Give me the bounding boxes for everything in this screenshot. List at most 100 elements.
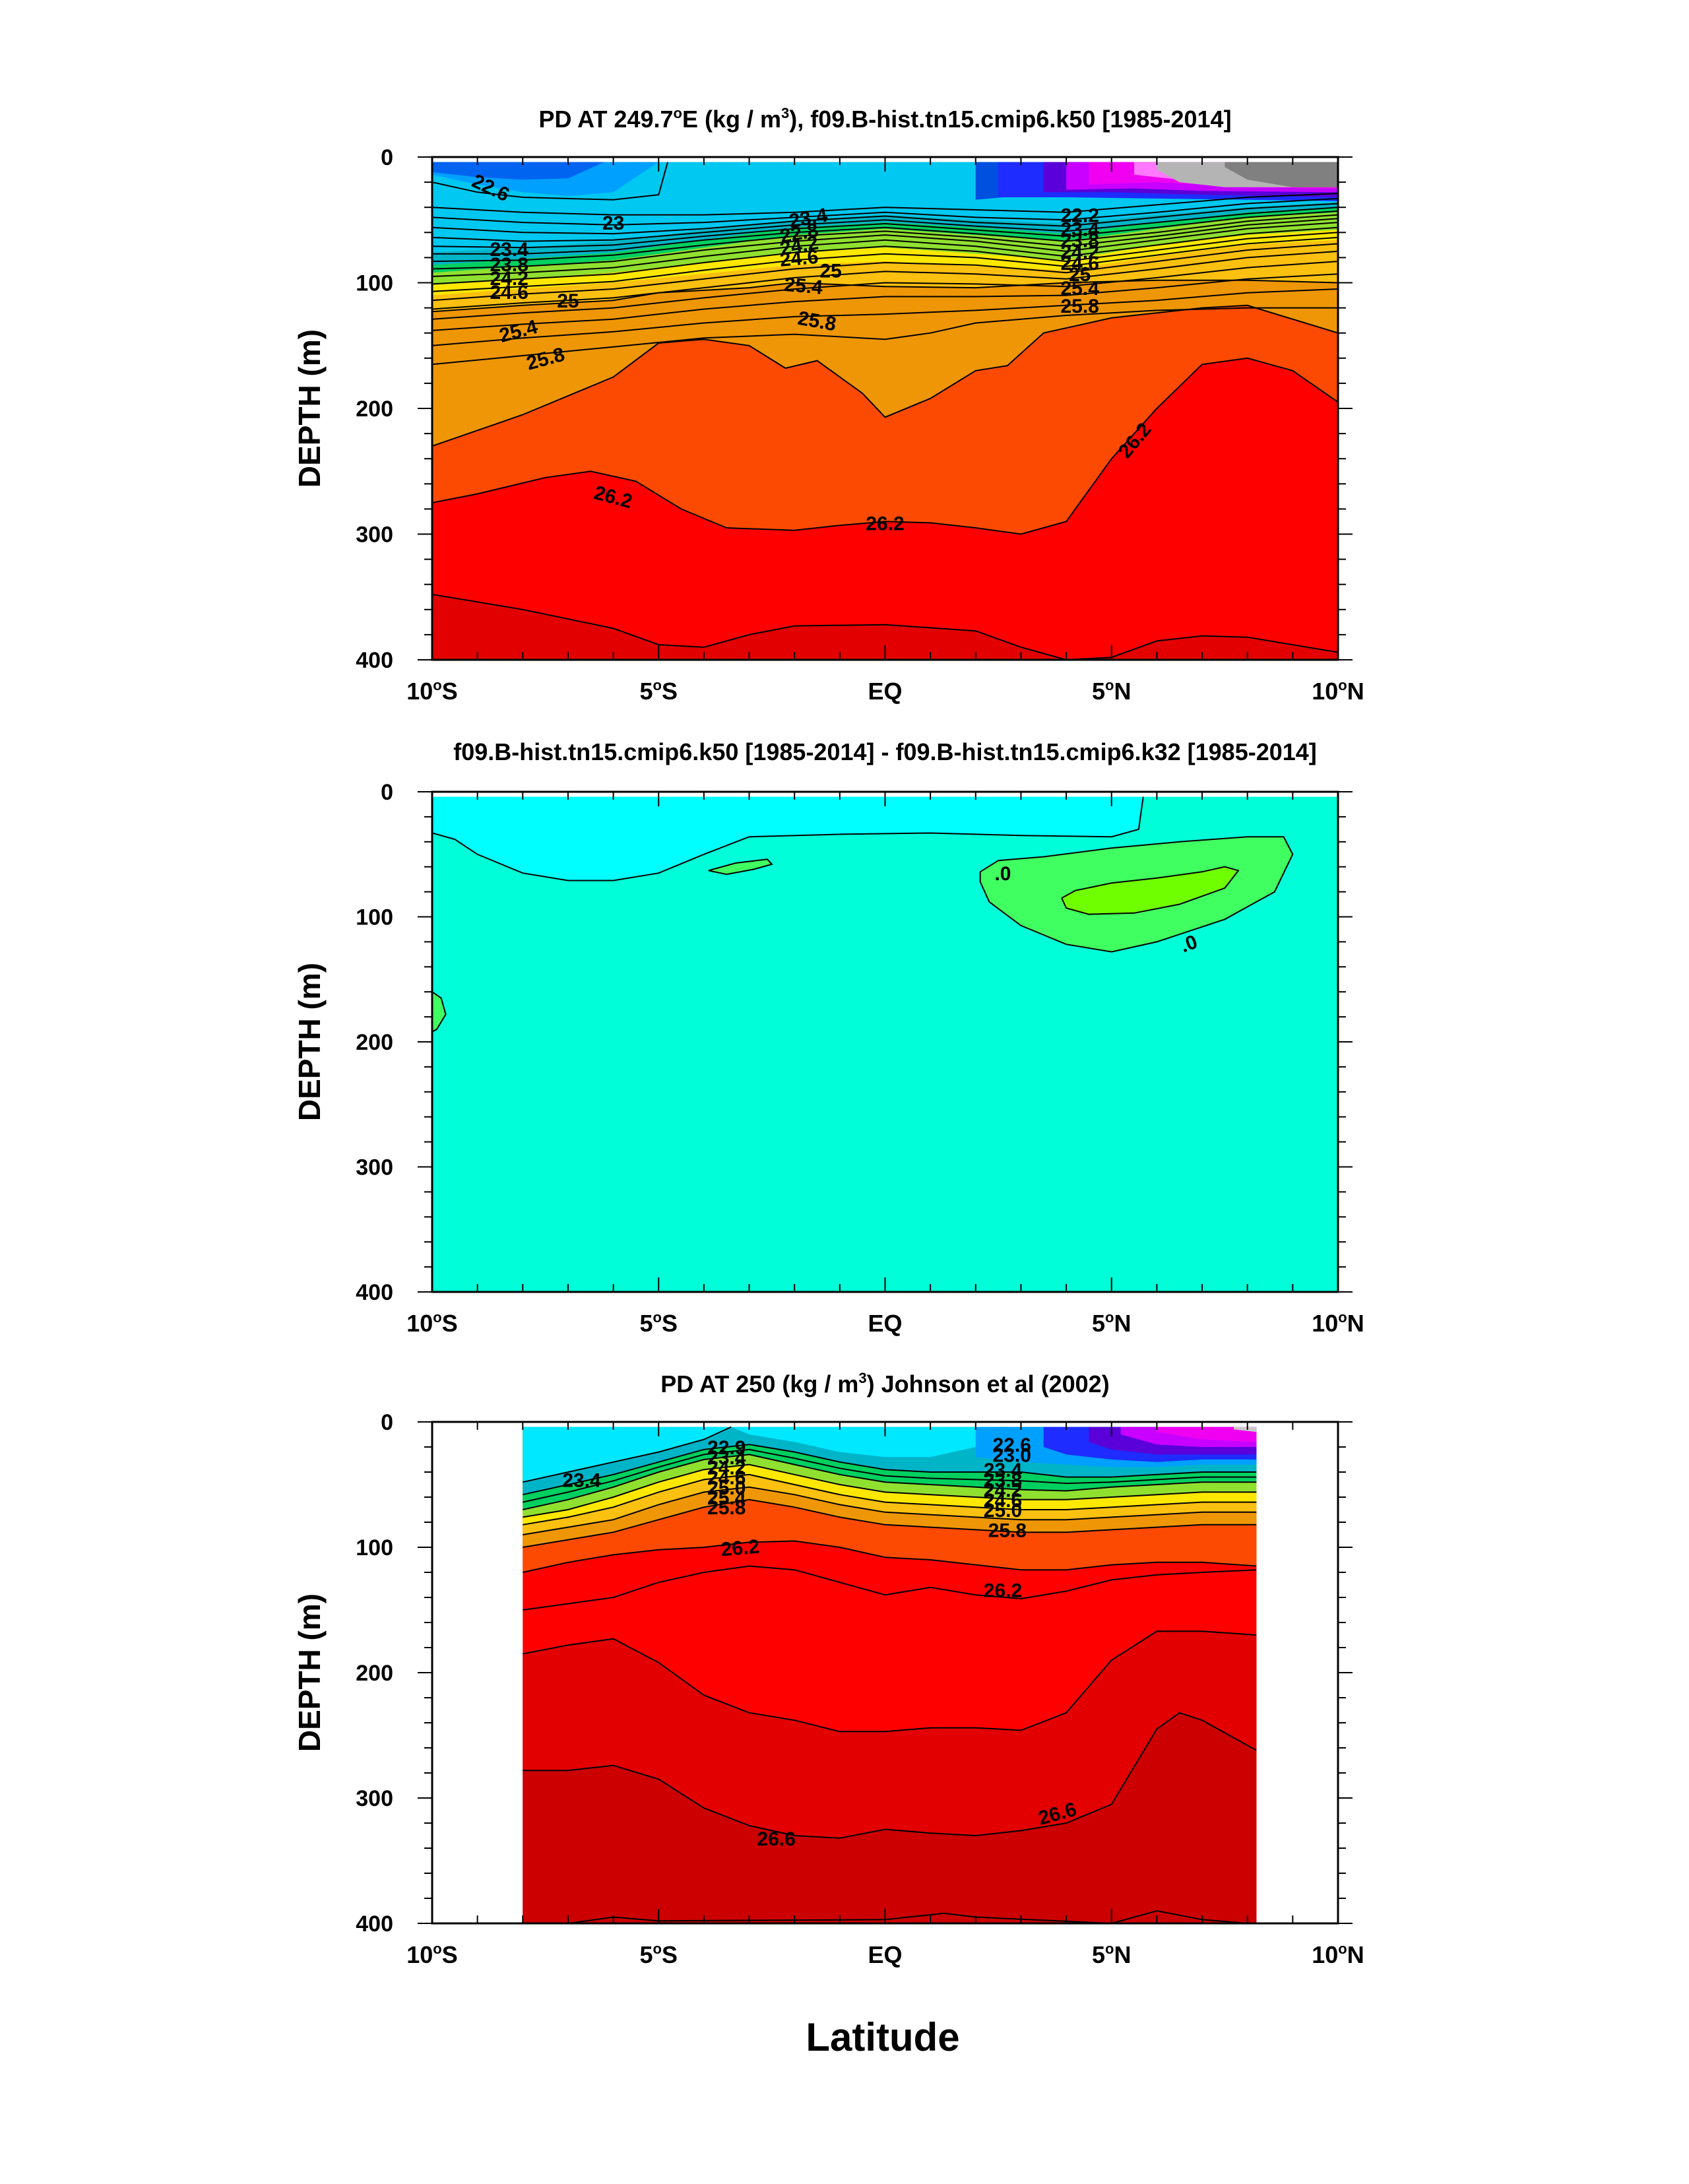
contour-line bbox=[432, 288, 1338, 346]
contour-label: 23 bbox=[602, 212, 624, 234]
x-tick-label: 10oS bbox=[406, 1941, 458, 1968]
contour-label: 23.8 bbox=[1060, 230, 1099, 252]
contour-line bbox=[523, 1486, 1257, 1535]
x-tick-label: 10oS bbox=[406, 677, 458, 705]
panel-title: PD AT 250 (kg / m3) Johnson et al (2002) bbox=[660, 1370, 1109, 1397]
contour-label: 24.2 bbox=[490, 268, 528, 290]
contour-label: 24.6 bbox=[779, 246, 819, 271]
contour-label: 24.6 bbox=[707, 1467, 746, 1489]
contour-line bbox=[432, 307, 1338, 366]
contour-line bbox=[432, 357, 1338, 535]
contour-line bbox=[432, 207, 1338, 242]
contour-line bbox=[523, 1426, 732, 1483]
density-band bbox=[432, 796, 1143, 881]
contour-label: 25.4 bbox=[707, 1487, 746, 1509]
x-tick-label: EQ bbox=[868, 1941, 902, 1968]
y-tick-label: 200 bbox=[356, 397, 393, 422]
y-tick-label: 400 bbox=[356, 1911, 393, 1937]
contour-line bbox=[432, 197, 1338, 226]
contour-label: 25.0 bbox=[984, 1500, 1022, 1522]
x-tick-label: 10oS bbox=[406, 1309, 458, 1337]
contour-label: 26.6 bbox=[757, 1828, 796, 1850]
density-band bbox=[1225, 162, 1338, 187]
x-tick-label: 5oN bbox=[1092, 1941, 1131, 1968]
y-axis-label: DEPTH (m) bbox=[292, 329, 327, 488]
contour-label: 23.4 bbox=[984, 1460, 1023, 1481]
contour-line bbox=[979, 836, 1294, 953]
contour-label: 23.8 bbox=[984, 1469, 1022, 1491]
density-band bbox=[432, 280, 1338, 447]
panel-title: PD AT 249.7oE (kg / m3), f09.B-hist.tn15… bbox=[538, 105, 1231, 133]
y-tick-label: 200 bbox=[356, 1661, 393, 1686]
contour-line bbox=[523, 1630, 1257, 1733]
density-band bbox=[523, 1712, 1257, 1923]
x-tick-label: 5oS bbox=[640, 1941, 678, 1968]
contour-line bbox=[432, 162, 668, 201]
density-band bbox=[731, 1427, 999, 1458]
contour-label: .0 bbox=[994, 863, 1011, 885]
x-tick-label: EQ bbox=[868, 1310, 902, 1337]
contour-line bbox=[432, 796, 1144, 882]
contour-line bbox=[432, 236, 1338, 292]
x-tick-label: 10oN bbox=[1312, 1941, 1364, 1968]
y-axis-label: DEPTH (m) bbox=[292, 1593, 327, 1752]
density-band bbox=[1234, 1427, 1257, 1432]
y-tick-label: 300 bbox=[356, 1155, 393, 1180]
contour-label: 25.8 bbox=[707, 1497, 746, 1519]
x-tick-label: 5oS bbox=[640, 677, 678, 705]
y-tick-label: 100 bbox=[356, 905, 393, 930]
y-tick-label: 0 bbox=[381, 145, 393, 170]
contour-line bbox=[432, 279, 1338, 313]
contour-line bbox=[432, 593, 1338, 660]
contour-line bbox=[432, 304, 1338, 447]
y-tick-label: 400 bbox=[356, 1280, 393, 1305]
panel-2: .0.0 10oS 5oS EQ 5oN 10oN 0 100 200 300 400 DEPTH (… bbox=[292, 738, 1364, 1337]
density-band bbox=[1062, 866, 1238, 915]
density-band bbox=[432, 305, 1338, 534]
y-tick-label: 200 bbox=[356, 1030, 393, 1055]
contour-line bbox=[432, 226, 1338, 277]
contour-label: 25.8 bbox=[988, 1520, 1027, 1541]
contour-line bbox=[432, 273, 1338, 331]
density-band bbox=[523, 1427, 999, 1483]
contour-line bbox=[432, 222, 1338, 270]
contour-label: 23.4 bbox=[1060, 219, 1099, 241]
contour-label: 24.2 bbox=[707, 1457, 746, 1479]
contour-label: 22.2 bbox=[1060, 205, 1099, 227]
y-tick-label: 100 bbox=[356, 271, 393, 296]
contour-label: 25 bbox=[819, 260, 841, 282]
contour-label: 24.6 bbox=[1060, 253, 1099, 274]
contour-line bbox=[432, 203, 1338, 235]
contour-line bbox=[432, 243, 1338, 302]
density-band bbox=[432, 594, 1338, 660]
density-band bbox=[432, 240, 1338, 312]
contour-label: 23.8 bbox=[490, 254, 528, 276]
x-tick-label: 10oN bbox=[1312, 677, 1364, 705]
x-tick-label: 5oN bbox=[1092, 1309, 1131, 1337]
contour-line bbox=[432, 232, 1338, 285]
contour-label: 24.2 bbox=[984, 1480, 1022, 1502]
contour-label: 25.4 bbox=[783, 274, 823, 299]
contour-label: 26.2 bbox=[720, 1536, 760, 1561]
y-tick-label: 0 bbox=[381, 780, 393, 805]
contour-line bbox=[708, 858, 773, 876]
density-band bbox=[432, 212, 1338, 286]
contour-label: 25.0 bbox=[707, 1477, 746, 1499]
y-tick-label: 0 bbox=[381, 1410, 393, 1435]
contour-label: 23.0 bbox=[993, 1444, 1031, 1466]
plot-area: .0.0 bbox=[432, 796, 1338, 1292]
contour-line bbox=[432, 218, 1338, 263]
y-axis-label: DEPTH (m) bbox=[292, 963, 327, 1121]
contour-line bbox=[523, 1473, 1257, 1526]
contour-label: 22.6 bbox=[993, 1434, 1031, 1456]
contour-line bbox=[523, 1540, 1257, 1573]
contour-line bbox=[523, 1448, 1257, 1503]
y-tick-label: 300 bbox=[356, 1786, 393, 1811]
contour-label: 25 bbox=[1069, 264, 1091, 286]
contour-label: 26.2 bbox=[984, 1580, 1022, 1602]
contour-line bbox=[432, 193, 1338, 216]
density-band bbox=[432, 162, 604, 180]
